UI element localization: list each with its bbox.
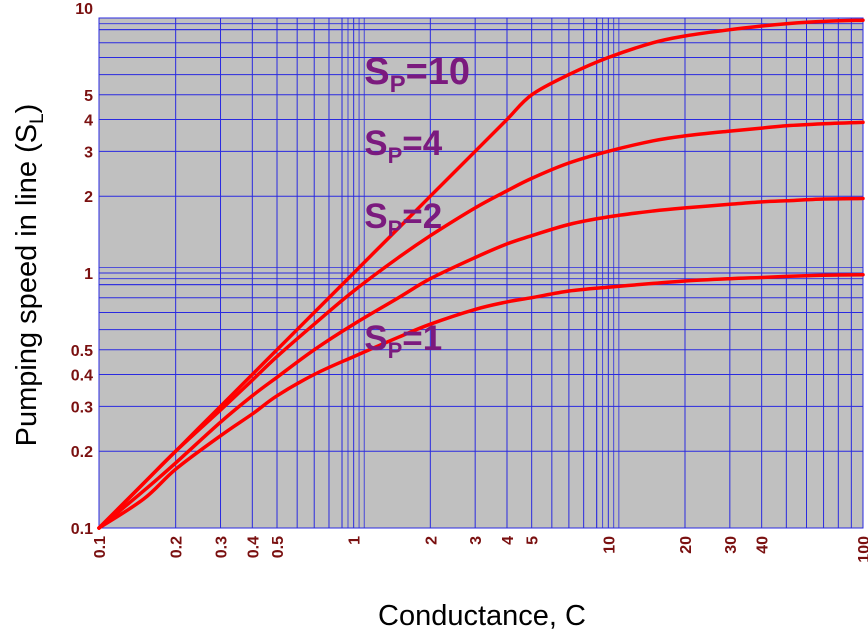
x-tick-label: 1 bbox=[347, 536, 364, 545]
y-tick-label: 5 bbox=[84, 88, 93, 105]
x-tick-label: 20 bbox=[678, 536, 695, 554]
y-tick-label: 2 bbox=[84, 189, 93, 206]
x-tick-label: 0.1 bbox=[92, 536, 109, 558]
x-tick-label: 0.4 bbox=[245, 536, 262, 558]
x-tick-label: 0.3 bbox=[214, 536, 231, 558]
x-tick-label: 100 bbox=[856, 536, 868, 563]
series-annotation-1: SP=4 bbox=[364, 124, 442, 168]
x-tick-label: 5 bbox=[525, 536, 542, 545]
series-annotations: SP=10 SP=4 SP=2 SP=1 bbox=[364, 51, 470, 363]
y-tick-label: 1 bbox=[84, 266, 93, 283]
x-tick-label: 10 bbox=[601, 536, 618, 554]
x-tick-label: 30 bbox=[723, 536, 740, 554]
series-annotation-3: SP=1 bbox=[364, 319, 442, 363]
y-tick-label: 0.3 bbox=[71, 399, 93, 416]
y-tick-label: 0.4 bbox=[71, 368, 93, 385]
series-annotation-2: SP=2 bbox=[364, 197, 442, 241]
y-axis-title-sub: L bbox=[27, 113, 48, 124]
grid-lines bbox=[98, 17, 864, 529]
series-line-sp4 bbox=[97, 120, 865, 530]
x-axis-title: Conductance, C bbox=[378, 600, 586, 632]
x-tick-label: 0.5 bbox=[270, 536, 287, 558]
series-curves bbox=[97, 18, 865, 530]
x-tick-label: 3 bbox=[468, 536, 485, 545]
y-axis-title: Pumping speed in line (SL) bbox=[11, 104, 48, 447]
series-line-sp10 bbox=[97, 18, 865, 530]
series-line-sp2 bbox=[97, 196, 865, 530]
y-tick-label: 3 bbox=[84, 144, 93, 161]
x-tick-label: 2 bbox=[423, 536, 440, 545]
y-axis-title-main: Pumping speed in line (S bbox=[11, 124, 43, 446]
y-tick-labels: 0.1 0.2 0.3 0.4 0.5 1 2 3 4 5 10 bbox=[71, 1, 93, 538]
y-axis-title-close: ) bbox=[11, 104, 43, 114]
y-tick-label: 10 bbox=[75, 1, 93, 18]
y-tick-label: 0.5 bbox=[71, 343, 93, 360]
y-tick-label: 0.2 bbox=[71, 444, 93, 461]
x-tick-label: 4 bbox=[500, 536, 517, 545]
x-tick-label: 0.2 bbox=[169, 536, 186, 558]
y-tick-label: 0.1 bbox=[71, 521, 93, 538]
series-annotation-0: SP=10 bbox=[364, 51, 470, 98]
x-tick-label: 40 bbox=[755, 536, 772, 554]
y-tick-label: 4 bbox=[84, 113, 93, 130]
x-tick-labels: 0.1 0.2 0.3 0.4 0.5 1 2 3 4 5 10 20 30 40 100 bbox=[92, 536, 868, 563]
series-line-sp1 bbox=[97, 272, 865, 530]
